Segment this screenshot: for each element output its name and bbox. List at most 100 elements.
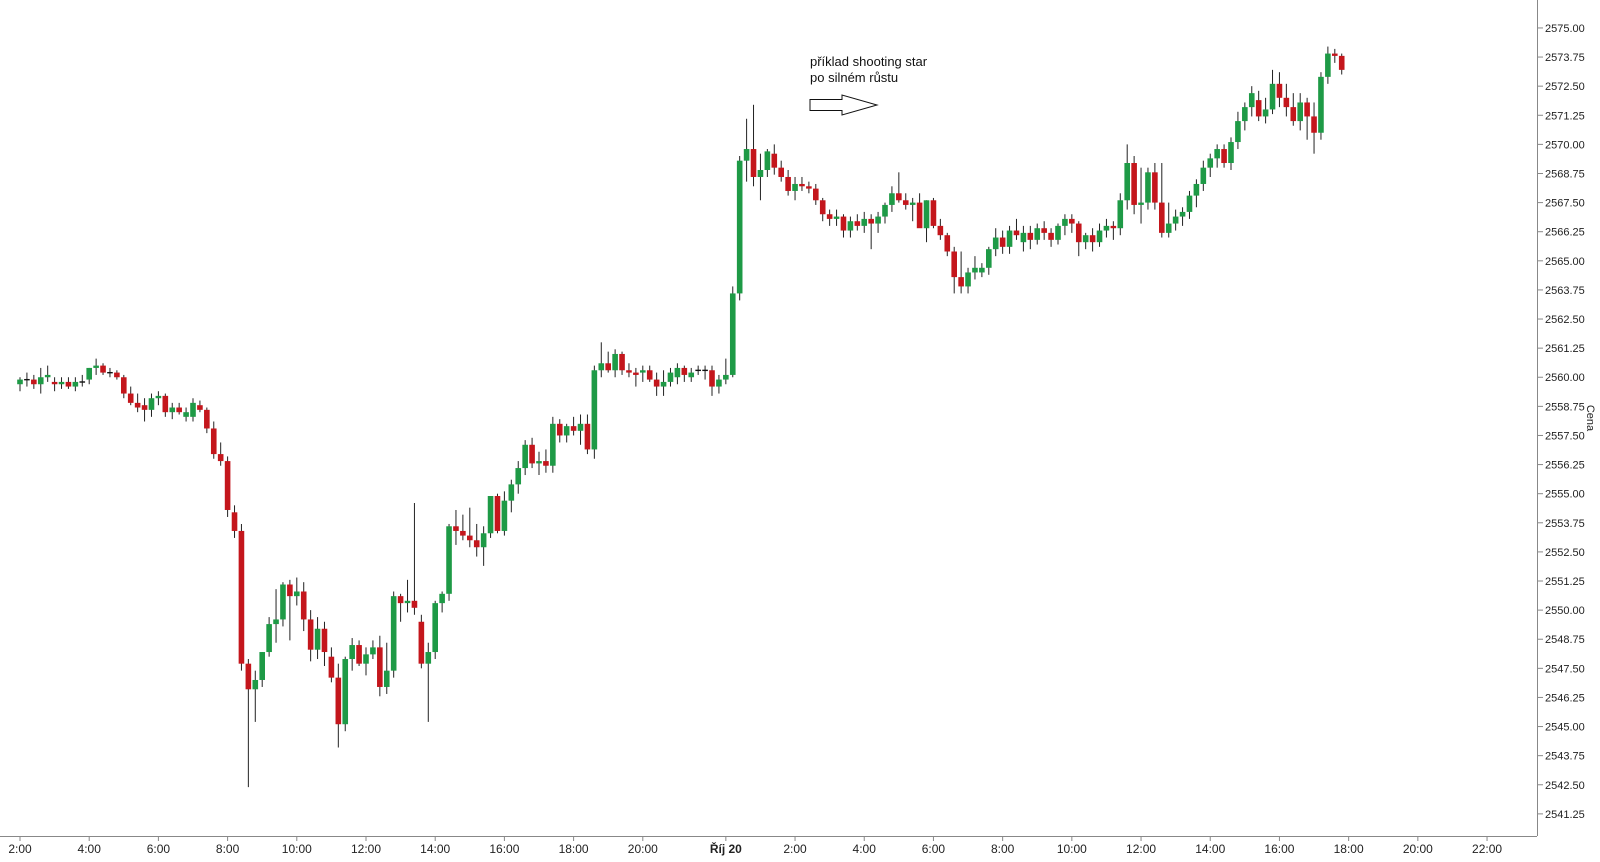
- candle-body: [550, 423, 556, 466]
- candle-body: [1159, 202, 1165, 233]
- x-tick-label: 8:00: [216, 842, 240, 856]
- candle-body: [1242, 107, 1248, 122]
- candle: [446, 523, 452, 601]
- candle-body: [1110, 225, 1117, 229]
- candle-body: [626, 370, 632, 373]
- candle-body: [1332, 53, 1338, 56]
- candle-body: [930, 200, 937, 226]
- candle-body: [674, 367, 681, 378]
- candle: [633, 367, 639, 387]
- candle: [833, 209, 840, 226]
- candle: [86, 367, 92, 385]
- candle: [1110, 221, 1117, 240]
- candle: [1027, 225, 1034, 250]
- candle: [397, 593, 404, 622]
- candle: [840, 214, 847, 238]
- candle-body: [882, 204, 888, 217]
- candle: [127, 386, 134, 406]
- x-tick-label: 10:00: [1057, 842, 1087, 856]
- candle: [909, 197, 916, 222]
- candle: [307, 610, 314, 662]
- candle: [695, 365, 701, 375]
- candle: [709, 365, 715, 396]
- candle-body: [1165, 223, 1172, 233]
- candle-body: [169, 407, 176, 413]
- candle: [1248, 86, 1255, 117]
- candle: [556, 419, 563, 443]
- candle: [217, 442, 224, 466]
- candle: [646, 365, 653, 382]
- candle-body: [1262, 109, 1269, 117]
- candle: [992, 228, 999, 257]
- candle-body: [183, 412, 189, 417]
- candle-body: [37, 377, 44, 385]
- candle: [529, 437, 535, 469]
- candle-body: [833, 216, 840, 219]
- candle-body: [861, 218, 868, 226]
- candle-body: [1062, 218, 1068, 226]
- candle-body: [771, 153, 778, 168]
- candle: [536, 451, 542, 476]
- candle-body: [1124, 163, 1130, 201]
- candle: [1290, 93, 1297, 126]
- candle-body: [155, 395, 162, 399]
- candle: [287, 579, 293, 641]
- y-tick-label: 2541.25: [1545, 809, 1585, 821]
- candle: [1304, 97, 1310, 140]
- candle-body: [591, 370, 598, 450]
- candle-body: [176, 407, 182, 413]
- candle: [494, 493, 501, 534]
- x-tick-label: 12:00: [1126, 842, 1156, 856]
- y-tick-label: 2555.00: [1545, 489, 1585, 501]
- candle: [508, 479, 515, 513]
- candle-body: [1235, 121, 1241, 143]
- candle-body: [633, 372, 639, 375]
- candle: [432, 600, 438, 660]
- candle: [854, 214, 861, 231]
- candle-body: [425, 652, 432, 664]
- candle-body: [757, 169, 764, 177]
- candle-body: [314, 628, 321, 650]
- candle: [653, 372, 660, 396]
- candle: [377, 635, 383, 697]
- y-tick-label: 2551.25: [1545, 576, 1585, 588]
- candle: [321, 621, 328, 667]
- annotation-line-2: po silném růstu: [810, 70, 898, 85]
- candle: [44, 365, 51, 382]
- candle: [1041, 221, 1047, 240]
- candle-body: [716, 379, 722, 387]
- candle-body: [584, 423, 591, 450]
- candle: [418, 614, 425, 669]
- candle-body: [778, 167, 784, 177]
- candle: [1096, 223, 1103, 247]
- candle: [280, 582, 286, 627]
- candle: [238, 523, 245, 671]
- candle: [757, 153, 764, 201]
- candle-body: [723, 374, 729, 380]
- candle-body: [210, 428, 217, 455]
- candle: [1193, 179, 1200, 208]
- candle: [792, 176, 798, 201]
- candle: [266, 617, 272, 657]
- candle: [107, 367, 113, 378]
- candle-body: [460, 530, 466, 536]
- candle-body: [1193, 183, 1200, 196]
- x-tick-label: 12:00: [351, 842, 381, 856]
- candle: [1069, 214, 1075, 233]
- candle-body: [1103, 225, 1110, 231]
- candle-body: [487, 496, 494, 534]
- x-tick-label: 18:00: [559, 842, 589, 856]
- candle: [1269, 69, 1276, 115]
- candle-body: [432, 603, 438, 653]
- x-tick-label: 20:00: [1403, 842, 1433, 856]
- y-tick-label: 2552.50: [1545, 547, 1585, 559]
- candle: [487, 496, 494, 538]
- candle: [875, 211, 881, 233]
- candle: [1048, 228, 1054, 247]
- candle-body: [1269, 83, 1276, 110]
- candle: [667, 367, 674, 387]
- candle: [224, 456, 231, 517]
- candle-body: [1006, 230, 1013, 247]
- candle-body: [245, 663, 252, 690]
